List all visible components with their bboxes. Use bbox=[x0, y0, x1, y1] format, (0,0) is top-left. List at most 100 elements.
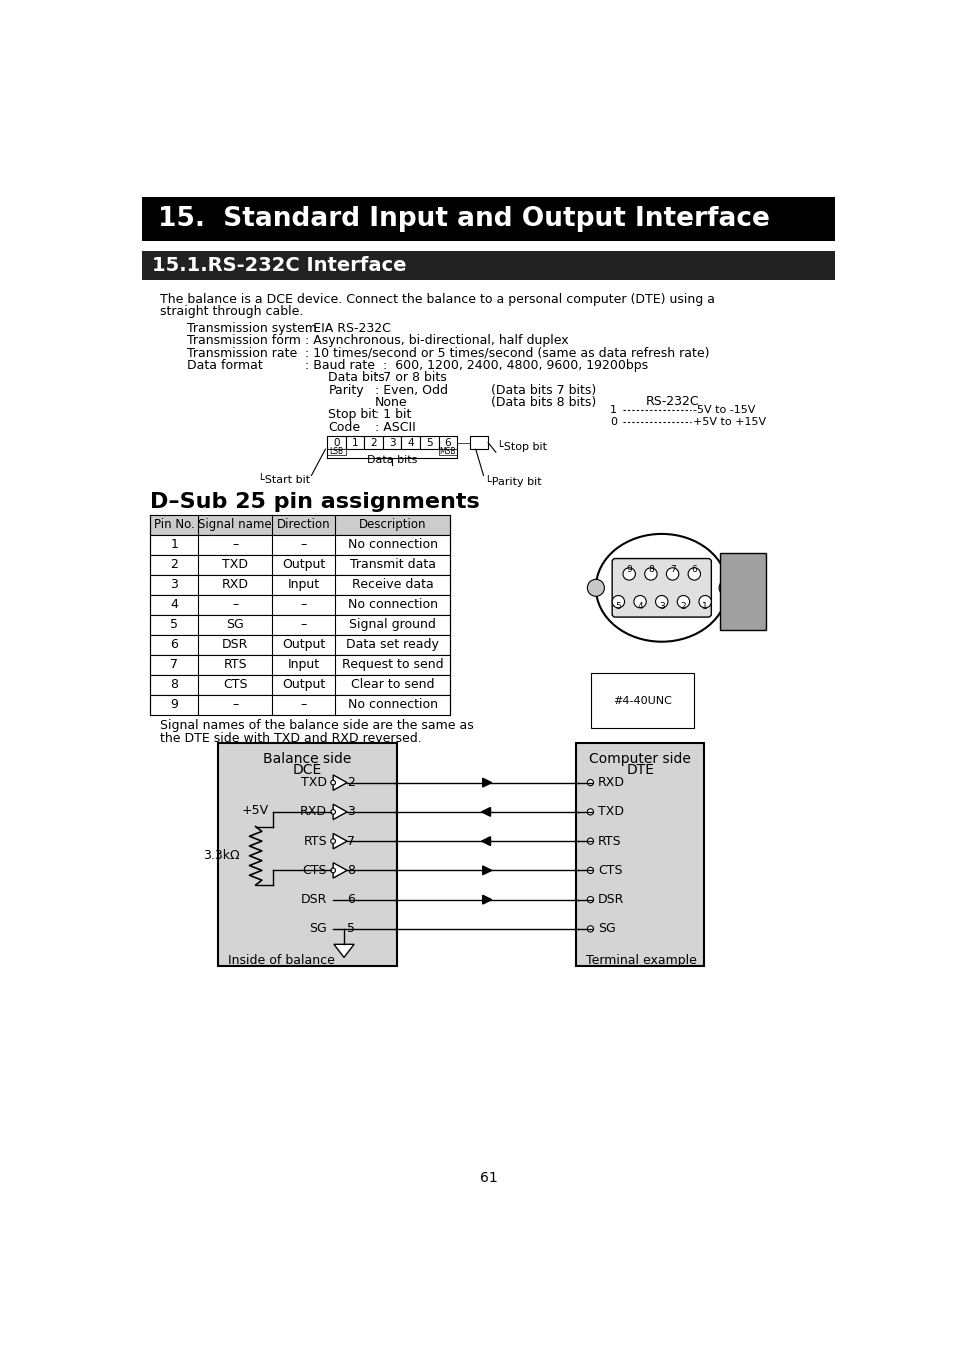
Text: 1: 1 bbox=[701, 602, 707, 612]
Text: Signal names of the balance side are the same as: Signal names of the balance side are the… bbox=[159, 720, 473, 733]
Text: : Baud rate  :  600, 1200, 2400, 4800, 9600, 19200bps: : Baud rate : 600, 1200, 2400, 4800, 960… bbox=[305, 359, 648, 373]
Text: TXD: TXD bbox=[300, 776, 327, 790]
Text: MSB: MSB bbox=[439, 447, 456, 456]
Text: Signal name: Signal name bbox=[198, 518, 272, 531]
Text: Pin No.: Pin No. bbox=[153, 518, 194, 531]
Text: None: None bbox=[375, 396, 407, 409]
Text: 0: 0 bbox=[333, 437, 339, 448]
Circle shape bbox=[587, 926, 593, 931]
Circle shape bbox=[644, 568, 657, 580]
Bar bbox=[327, 450, 345, 455]
Text: 9: 9 bbox=[626, 566, 632, 575]
Bar bbox=[150, 614, 450, 634]
Text: : 10 times/second or 5 times/second (same as data refresh rate): : 10 times/second or 5 times/second (sam… bbox=[305, 347, 709, 360]
Text: 3: 3 bbox=[659, 602, 664, 612]
Bar bbox=[218, 743, 396, 965]
Text: TXD: TXD bbox=[222, 558, 248, 571]
Bar bbox=[142, 251, 835, 279]
Text: 8: 8 bbox=[347, 864, 355, 878]
Text: RXD: RXD bbox=[598, 776, 624, 790]
Text: Clear to send: Clear to send bbox=[351, 678, 435, 691]
Bar bbox=[150, 555, 450, 575]
Bar bbox=[438, 450, 456, 455]
Text: RTS: RTS bbox=[303, 834, 327, 848]
Text: 7: 7 bbox=[170, 659, 178, 671]
Circle shape bbox=[331, 838, 335, 844]
Circle shape bbox=[633, 595, 645, 608]
Circle shape bbox=[587, 838, 593, 844]
Text: 5: 5 bbox=[425, 437, 432, 448]
Text: -5V to -15V: -5V to -15V bbox=[692, 405, 755, 414]
Polygon shape bbox=[333, 775, 347, 790]
Text: D–Sub 25 pin assignments: D–Sub 25 pin assignments bbox=[150, 491, 479, 512]
Text: Receive data: Receive data bbox=[352, 578, 434, 591]
Circle shape bbox=[655, 595, 667, 608]
Text: 6: 6 bbox=[691, 566, 697, 575]
Text: SG: SG bbox=[309, 922, 327, 936]
Text: RTS: RTS bbox=[223, 659, 247, 671]
Text: –: – bbox=[232, 598, 238, 612]
Bar bbox=[150, 575, 450, 595]
Text: 5: 5 bbox=[347, 922, 355, 936]
Text: : 7 or 8 bits: : 7 or 8 bits bbox=[375, 371, 446, 385]
Text: 1: 1 bbox=[609, 405, 617, 414]
Text: Description: Description bbox=[358, 518, 426, 531]
FancyBboxPatch shape bbox=[612, 559, 711, 617]
Bar bbox=[142, 197, 835, 242]
Bar bbox=[327, 436, 345, 450]
Bar bbox=[345, 436, 364, 450]
Text: Transmit data: Transmit data bbox=[350, 558, 436, 571]
Text: 6: 6 bbox=[347, 894, 355, 906]
Text: DSR: DSR bbox=[598, 894, 624, 906]
Text: 2: 2 bbox=[347, 776, 355, 790]
Bar bbox=[150, 634, 450, 655]
Text: RTS: RTS bbox=[598, 834, 621, 848]
Circle shape bbox=[612, 595, 624, 608]
Text: Request to send: Request to send bbox=[342, 659, 443, 671]
Circle shape bbox=[622, 568, 635, 580]
Text: (Data bits 7 bits): (Data bits 7 bits) bbox=[491, 383, 596, 397]
Text: +5V to +15V: +5V to +15V bbox=[692, 417, 765, 427]
Text: DTE: DTE bbox=[626, 763, 654, 778]
Bar bbox=[150, 655, 450, 675]
Text: Output: Output bbox=[282, 639, 325, 651]
Text: The balance is a DCE device. Connect the balance to a personal computer (DTE) us: The balance is a DCE device. Connect the… bbox=[159, 293, 714, 306]
Text: Data set ready: Data set ready bbox=[346, 639, 438, 651]
Text: 7: 7 bbox=[669, 566, 675, 575]
Text: –: – bbox=[300, 698, 307, 711]
Text: –: – bbox=[300, 598, 307, 612]
Text: 8: 8 bbox=[170, 678, 178, 691]
Text: 2: 2 bbox=[679, 602, 685, 612]
Text: RXD: RXD bbox=[299, 806, 327, 818]
Text: DSR: DSR bbox=[300, 894, 327, 906]
Text: straight through cable.: straight through cable. bbox=[159, 305, 303, 319]
Text: 5: 5 bbox=[615, 602, 620, 612]
Text: Output: Output bbox=[282, 558, 325, 571]
Text: 4: 4 bbox=[637, 602, 642, 612]
Text: LSB: LSB bbox=[329, 447, 343, 456]
Text: 3: 3 bbox=[347, 806, 355, 818]
Text: 4: 4 bbox=[407, 437, 414, 448]
Text: Data bits: Data bits bbox=[328, 371, 385, 385]
Text: Transmission form: Transmission form bbox=[187, 335, 301, 347]
Bar bbox=[576, 743, 703, 965]
Ellipse shape bbox=[596, 533, 727, 641]
Circle shape bbox=[666, 568, 679, 580]
Text: Computer side: Computer side bbox=[589, 752, 691, 765]
Text: (Data bits 8 bits): (Data bits 8 bits) bbox=[491, 396, 596, 409]
Text: Data format: Data format bbox=[187, 359, 263, 373]
Bar bbox=[150, 695, 450, 716]
Text: Transmission system: Transmission system bbox=[187, 323, 317, 335]
Text: 15.1.RS-232C Interface: 15.1.RS-232C Interface bbox=[152, 255, 406, 274]
Text: Inside of balance: Inside of balance bbox=[228, 953, 335, 967]
Text: Stop bit: Stop bit bbox=[328, 409, 376, 421]
Text: Balance side: Balance side bbox=[263, 752, 352, 765]
Text: Parity: Parity bbox=[328, 383, 364, 397]
Polygon shape bbox=[333, 833, 347, 849]
Text: : EIA RS-232C: : EIA RS-232C bbox=[305, 323, 391, 335]
Circle shape bbox=[331, 780, 335, 784]
Polygon shape bbox=[334, 944, 354, 957]
Text: : Asynchronous, bi-directional, half duplex: : Asynchronous, bi-directional, half dup… bbox=[305, 335, 568, 347]
Text: 0: 0 bbox=[609, 417, 617, 427]
Text: +5V: +5V bbox=[242, 803, 269, 817]
